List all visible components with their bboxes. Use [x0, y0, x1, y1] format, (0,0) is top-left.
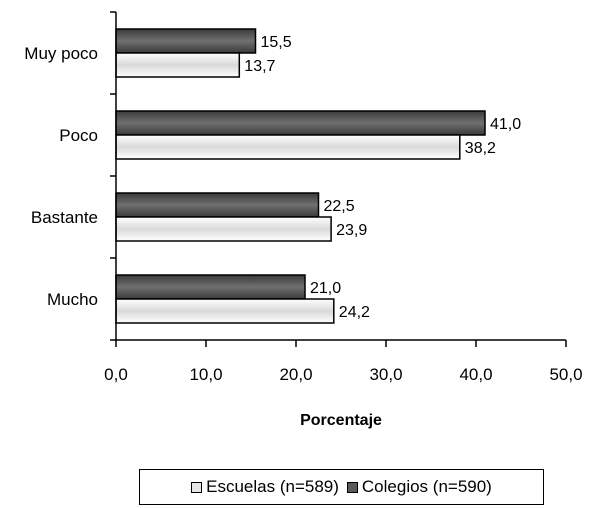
- bar-escuelas-1: [115, 134, 461, 160]
- data-label-colegios-3: 21,0: [310, 280, 341, 297]
- axes-group: Muy poco Poco Bastante Mucho 0,0 10,0 20,0 30,0…: [24, 11, 583, 384]
- bar-colegios-1: [115, 110, 486, 136]
- x-tick-label-5: 50,0: [549, 365, 582, 384]
- legend-label-colegios: Colegios (n=590): [361, 477, 492, 496]
- data-label-colegios-0: 15,5: [261, 34, 292, 51]
- category-label-3: Mucho: [47, 290, 98, 309]
- category-label-2: Bastante: [31, 208, 98, 227]
- legend-label-escuelas: Escuelas (n=589): [206, 477, 339, 496]
- category-label-1: Poco: [59, 126, 98, 145]
- x-tick-label-1: 10,0: [189, 365, 222, 384]
- data-label-escuelas-1: 38,2: [465, 140, 496, 157]
- data-label-escuelas-0: 13,7: [244, 58, 275, 75]
- data-label-escuelas-2: 23,9: [336, 222, 367, 239]
- legend-swatch-colegios: [346, 481, 358, 493]
- data-label-colegios-2: 22,5: [324, 198, 355, 215]
- bars-group: 15,5 13,7 41,0 38,2 22,5 23,9 21,0 24,2: [115, 28, 521, 324]
- x-tick-label-3: 30,0: [369, 365, 402, 384]
- legend-swatch-escuelas: [191, 481, 203, 493]
- bar-escuelas-2: [115, 216, 332, 242]
- legend-item-colegios: Colegios (n=590): [346, 477, 492, 497]
- data-label-escuelas-3: 24,2: [339, 304, 370, 321]
- bar-escuelas-3: [115, 298, 335, 324]
- bar-escuelas-0: [115, 52, 241, 78]
- legend-item-escuelas: Escuelas (n=589): [191, 477, 339, 497]
- legend: Escuelas (n=589) Colegios (n=590): [139, 469, 544, 505]
- data-label-colegios-1: 41,0: [490, 116, 521, 133]
- category-label-0: Muy poco: [24, 44, 98, 63]
- bar-colegios-0: [115, 28, 257, 54]
- x-tick-label-2: 20,0: [279, 365, 312, 384]
- bar-colegios-2: [115, 192, 320, 218]
- x-tick-label-0: 0,0: [104, 365, 128, 384]
- bar-colegios-3: [115, 274, 306, 300]
- x-axis-title: Porcentaje: [300, 412, 382, 429]
- x-tick-label-4: 40,0: [459, 365, 492, 384]
